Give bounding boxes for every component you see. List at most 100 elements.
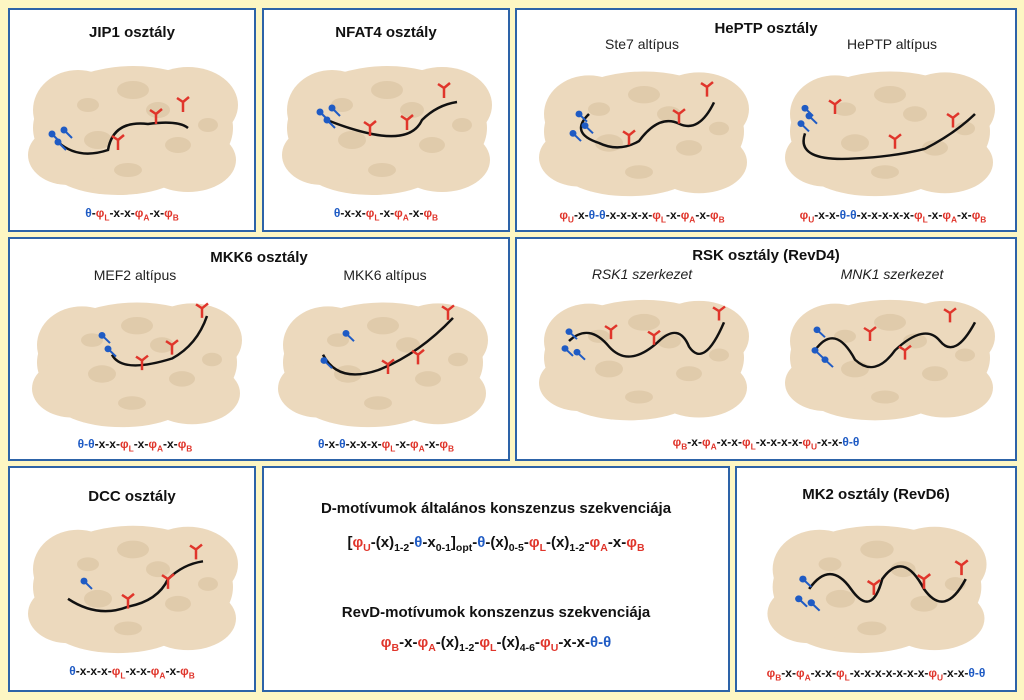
hydrophobic-sidechain: [712, 305, 726, 321]
peptide-backbone: [326, 100, 458, 138]
motif-token: -: [472, 534, 478, 551]
motif-token: -x-: [666, 208, 681, 222]
panel-consensus: D-motívumok általános konszenzus szekven…: [262, 466, 730, 692]
hydrophobic-sidechain: [441, 304, 455, 320]
motif-token: -: [534, 634, 540, 651]
motif-token: A: [689, 214, 696, 225]
motif-token: B: [636, 542, 645, 554]
motif-token: θ-θ: [589, 634, 612, 651]
motif-token: U: [550, 642, 559, 654]
surface-groove: [841, 134, 869, 152]
protein-surface-svg: [785, 71, 995, 197]
panel-nfat4: NFAT4 osztály θ-x-x-φL-x-φA-x-φB: [262, 8, 510, 232]
motif-token: L: [374, 212, 380, 223]
motif-token: L: [922, 214, 928, 225]
surface-groove: [910, 595, 938, 612]
motif-token: φ: [795, 666, 805, 680]
surface-groove: [88, 365, 116, 383]
hydrophobic-sidechain: [189, 543, 203, 560]
surface-groove: [364, 396, 392, 410]
hydrophobic-sidechain: [149, 108, 163, 124]
motif-token: -x-: [379, 206, 395, 220]
surface-groove: [903, 106, 927, 122]
motif-token: -(x): [370, 534, 395, 551]
motif-token: -x-x-: [94, 437, 120, 451]
motif-token: θ-θ: [842, 435, 860, 449]
motif-token: φ: [802, 435, 811, 449]
surface-lobe: [651, 357, 747, 418]
surface-lobe: [144, 362, 240, 425]
motif-token: -(x): [496, 634, 520, 651]
motif-token: φ: [652, 208, 661, 222]
surface-groove: [709, 121, 729, 136]
protein-surface-svg: [282, 66, 492, 195]
motif-token: φ: [971, 208, 981, 222]
motif-token: [: [347, 534, 353, 551]
surface-groove: [198, 118, 218, 132]
hydrophobic-sidechain: [943, 307, 957, 323]
basic-sidechain: [331, 107, 341, 117]
surface-groove: [857, 621, 887, 636]
surface-groove: [818, 557, 842, 572]
peptide-backbone: [57, 121, 189, 155]
hydrophobic-sidechain: [647, 329, 661, 345]
hydrophobic-sidechain: [946, 112, 960, 128]
motif-token: -x-: [408, 206, 424, 220]
basic-sidechain: [326, 119, 336, 129]
hydrophobic-sidechain: [135, 354, 149, 371]
basic-sidechain: [802, 578, 812, 588]
surface-groove: [452, 118, 472, 132]
motif-token: φ: [417, 634, 429, 651]
surface-groove: [117, 540, 149, 559]
motif-token: U: [567, 214, 574, 225]
motif-token: -: [584, 534, 590, 551]
motif-token: 1-2: [459, 642, 475, 654]
motif-token: B: [718, 214, 725, 225]
surface-groove: [903, 333, 927, 349]
motif-token: -x-x-x-: [345, 437, 382, 451]
protein-structure-image: [272, 50, 502, 200]
surface-groove: [625, 165, 653, 179]
motif-token: -x-x-: [109, 206, 135, 220]
surface-groove: [165, 595, 191, 612]
basic-sidechain: [63, 129, 73, 139]
panel-mk2: MK2 osztály (RevD6) φB-x-φA-x-x-φL-x-x-x…: [735, 466, 1017, 692]
motif-token: A: [156, 443, 164, 454]
peptide-backbone: [568, 321, 726, 358]
motif-token: φ: [148, 437, 157, 451]
motif-token: U: [808, 214, 815, 225]
motif-token: L: [660, 214, 667, 225]
motif-token: φ: [410, 437, 419, 451]
motif-sequence: φU-x-θ-θ-x-x-x-x-φL-x-φA-x-φB: [527, 208, 757, 224]
motif-token: A: [143, 212, 150, 223]
panel-mkk6: MKK6 osztály MEF2 altípus MKK6 altípus θ…: [8, 237, 510, 461]
surface-groove: [371, 81, 403, 99]
motif-token: θ: [317, 437, 325, 451]
hydrophobic-sidechain: [866, 579, 881, 595]
surface-groove: [84, 589, 112, 608]
motif-token: φ: [701, 435, 711, 449]
hydrophobic-sidechain: [165, 339, 179, 355]
motif-token: -: [523, 534, 529, 551]
panel-title: JIP1 osztály: [89, 24, 175, 41]
motif-token: φ: [741, 435, 751, 449]
basic-sidechain: [824, 359, 834, 368]
motif-token: θ: [477, 534, 486, 551]
basic-sidechain: [345, 332, 355, 342]
motif-token: θ: [339, 437, 346, 451]
basic-sidechain: [83, 580, 93, 590]
panel-title: MK2 osztály (RevD6): [802, 486, 950, 503]
motif-token: -: [409, 534, 415, 551]
motif-token: φ: [180, 664, 189, 678]
motif-token: -x-: [399, 634, 418, 651]
surface-groove: [117, 81, 149, 99]
motif-token: opt: [455, 542, 473, 554]
motif-token: -x-: [573, 208, 589, 222]
hydrophobic-sidechain: [437, 82, 451, 98]
hydrophobic-sidechain: [828, 98, 842, 114]
motif-token: φ: [177, 437, 187, 451]
motif-token: θ-θ: [839, 208, 857, 222]
surface-groove: [400, 102, 424, 118]
surface-groove: [146, 561, 170, 578]
motif-token: φ: [95, 206, 105, 220]
